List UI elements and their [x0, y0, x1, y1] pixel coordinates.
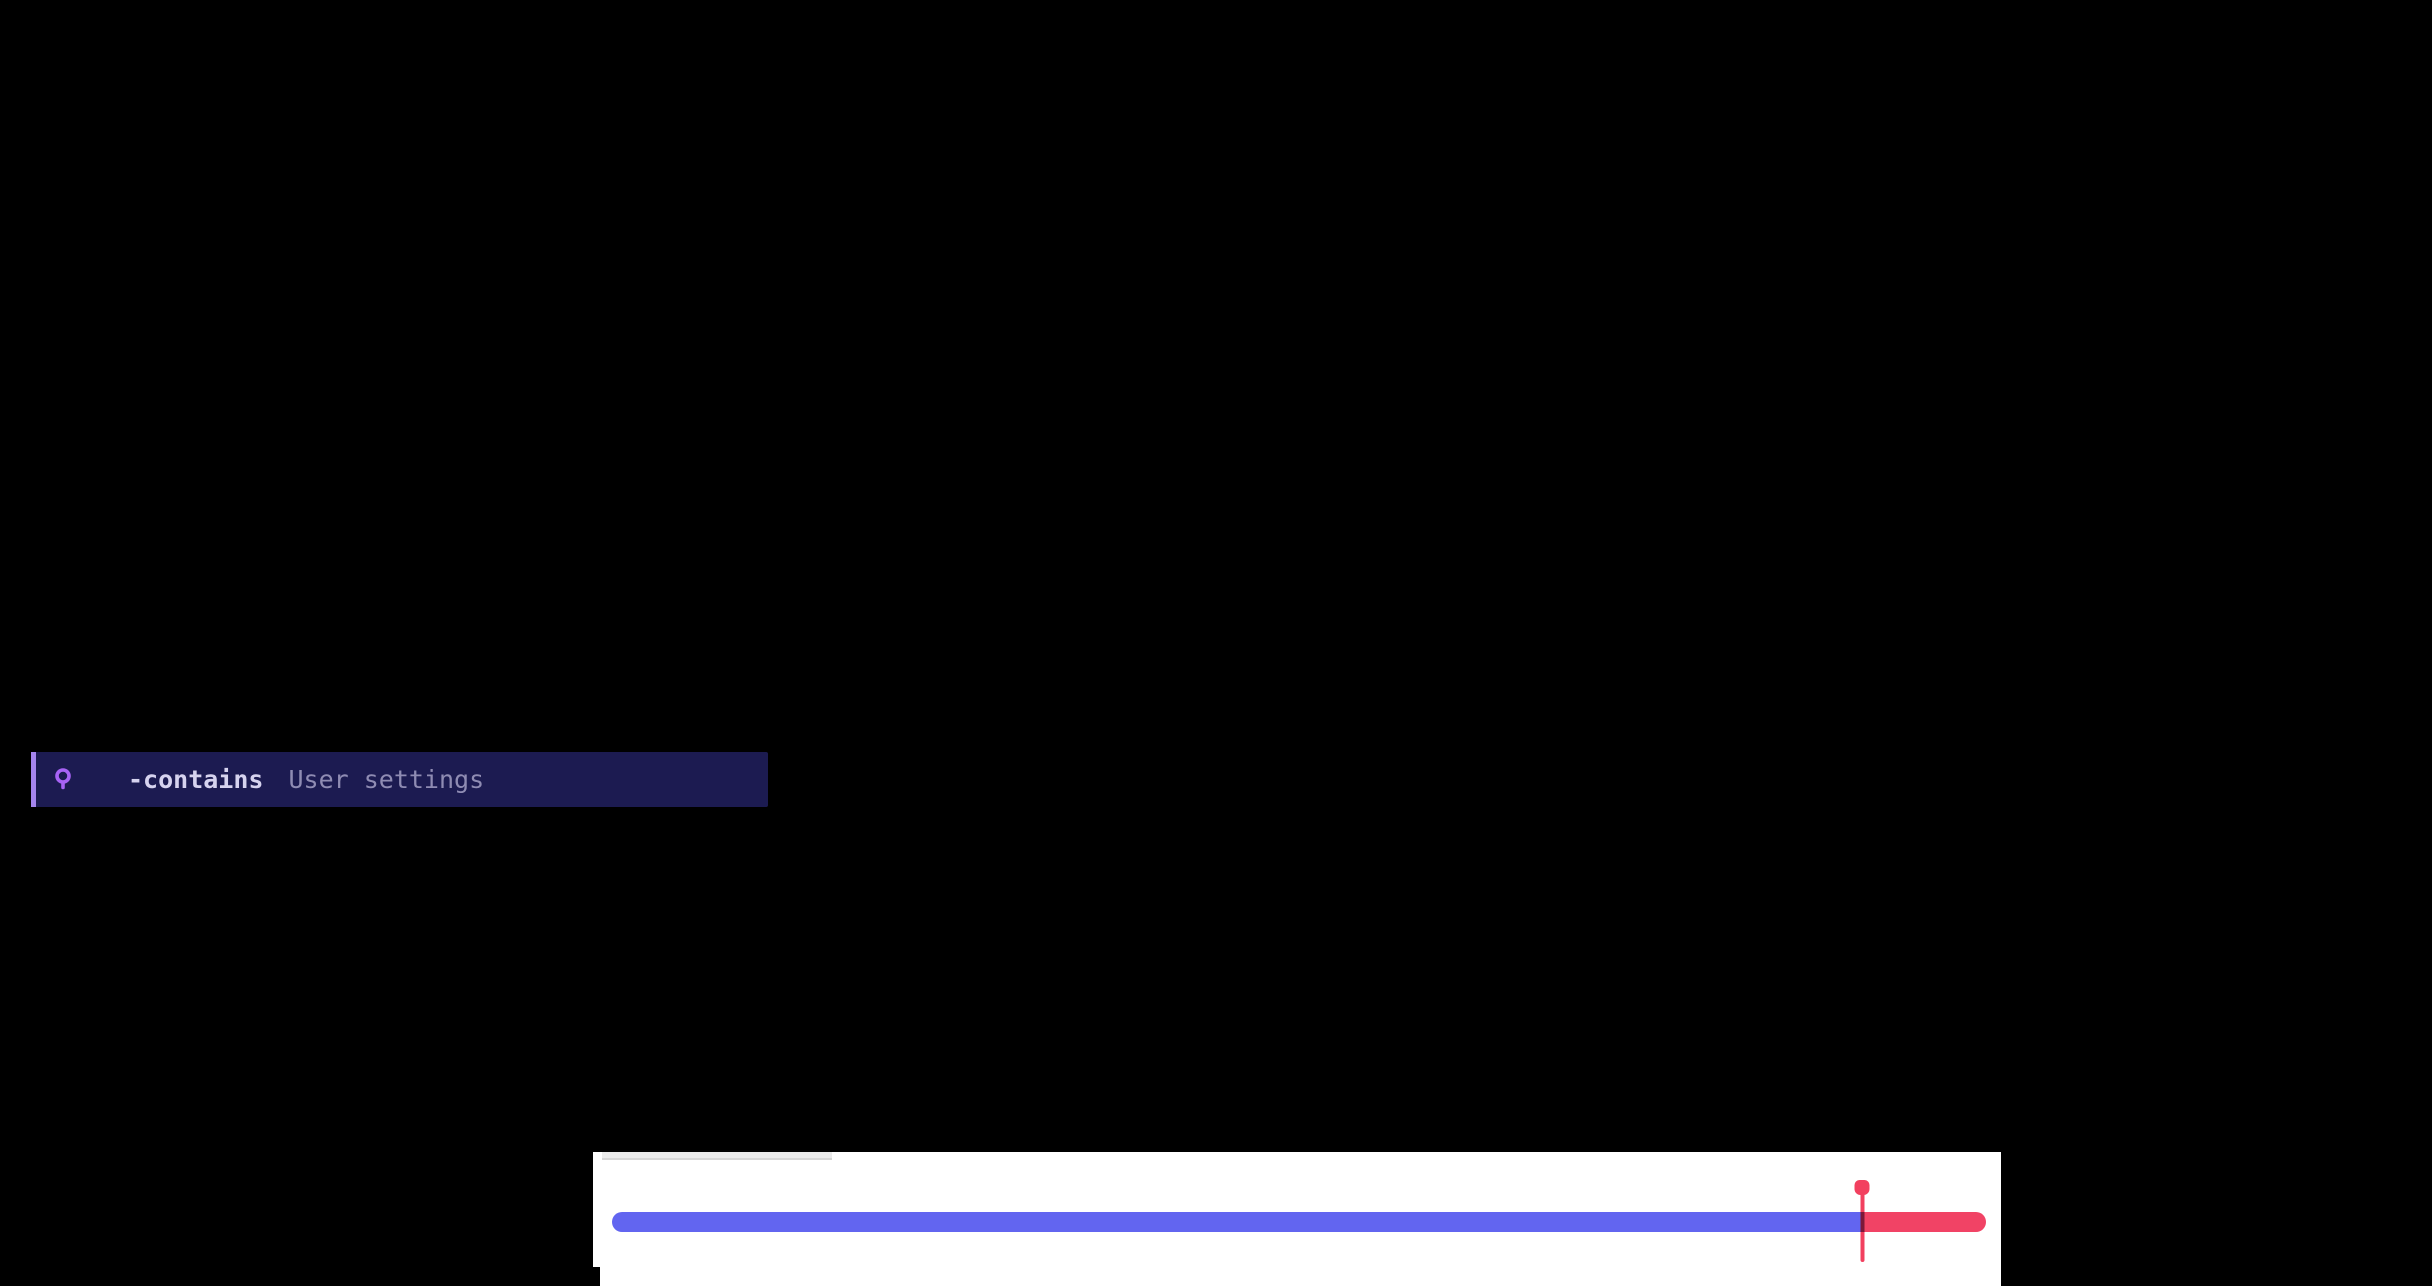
panel-notch: [593, 1267, 600, 1286]
filter-value: User settings: [288, 765, 485, 794]
playhead-head-icon: [1854, 1180, 1870, 1195]
playhead[interactable]: [1854, 1180, 1870, 1262]
horizontal-scrollbar-thumb[interactable]: [602, 1152, 832, 1160]
seekbar[interactable]: [612, 1180, 1986, 1262]
seekbar-inactivity-segment: [1862, 1212, 1986, 1232]
playhead-bar-overlap: [1860, 1212, 1865, 1232]
filter-chip[interactable]: -contains User settings: [31, 752, 768, 807]
location-pin-icon: [51, 766, 75, 794]
filter-operator: -contains: [128, 765, 264, 794]
player-panel: [593, 1152, 2001, 1286]
seekbar-played-segment: [612, 1212, 1863, 1232]
